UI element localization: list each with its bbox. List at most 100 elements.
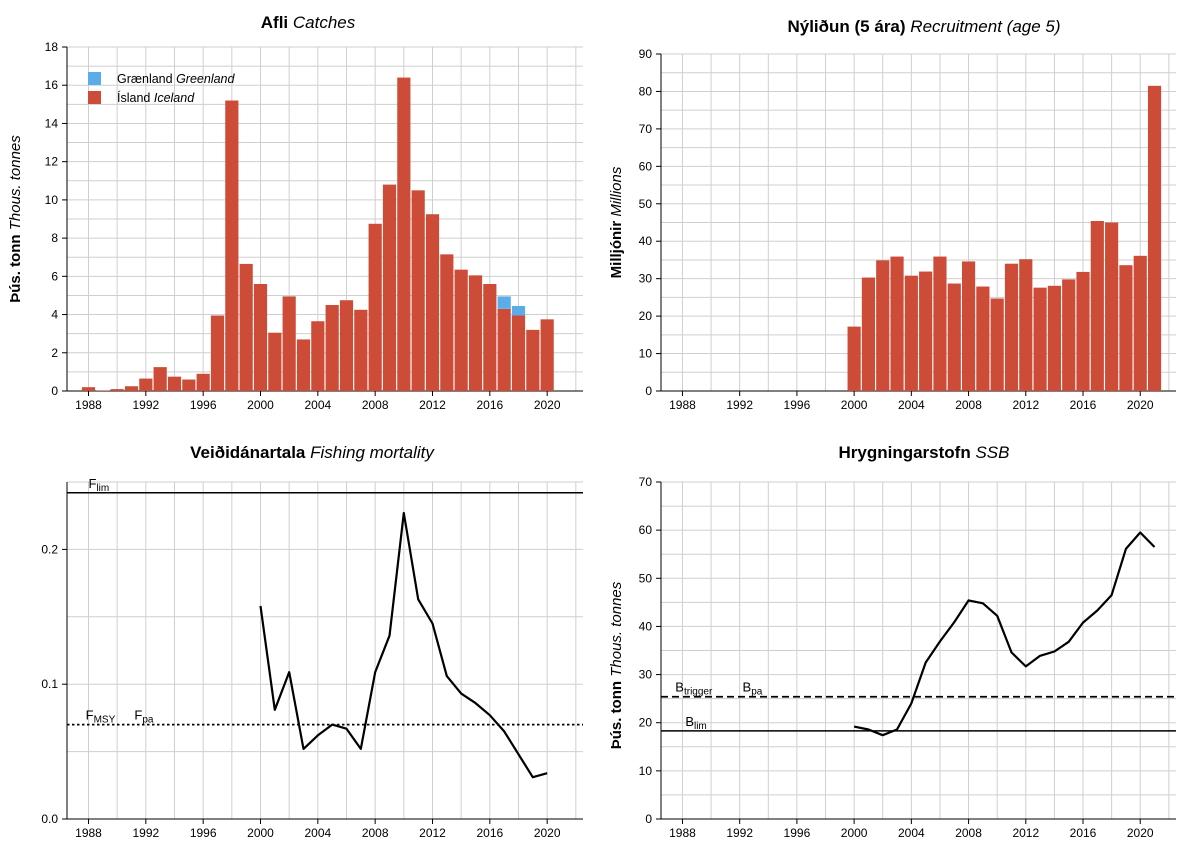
y-tick-label: 0 bbox=[51, 384, 58, 398]
x-tick-label: 2016 bbox=[476, 826, 503, 840]
x-tick-label: 2000 bbox=[247, 398, 274, 412]
bar-value-2019 bbox=[1119, 265, 1133, 391]
x-axis-ticks: 1988 1992 1996 2000 2004 2008 2012 2016 2020 bbox=[669, 391, 1154, 412]
bar-iceland-2018 bbox=[511, 315, 526, 391]
x-axis-ticks: 1988 1992 1996 2000 2004 2008 2012 2016 2020 bbox=[669, 819, 1154, 840]
bar-greenland-2017 bbox=[497, 296, 511, 309]
bar-iceland-1995 bbox=[182, 379, 196, 391]
bar-iceland-1994 bbox=[167, 376, 182, 391]
x-tick-label: 2008 bbox=[955, 398, 982, 412]
bar-iceland-1998 bbox=[225, 100, 239, 391]
bar-value-2003 bbox=[890, 256, 904, 391]
reference-label-sub: lim bbox=[96, 483, 109, 494]
x-axis-ticks: 1988 1992 1996 2000 2004 2008 2012 2016 2020 bbox=[75, 391, 561, 412]
reference-label-main: B bbox=[675, 680, 684, 695]
bar-greenland-2018 bbox=[511, 305, 526, 316]
y-tick-label: 40 bbox=[639, 619, 653, 633]
bar-value-2012 bbox=[1019, 259, 1033, 391]
reference-label-sub: pa bbox=[142, 715, 154, 726]
y-axis-ticks: 0 2 4 6 8 10 12 14 16 18 bbox=[45, 40, 67, 398]
reference-label-f-msy: FMSY bbox=[86, 708, 116, 726]
bar-value-2015 bbox=[1062, 279, 1076, 391]
x-tick-label: 2008 bbox=[955, 826, 982, 840]
bar-value-2008 bbox=[961, 261, 976, 391]
reference-label-b-pa: Bpa bbox=[743, 680, 763, 698]
bar-value-2004 bbox=[904, 275, 918, 391]
y-axis-label-is: Milljónir bbox=[608, 221, 625, 279]
reference-label-main: B bbox=[743, 680, 752, 695]
legend-label: Ísland Iceland bbox=[117, 90, 195, 105]
legend-label-is: Grænland bbox=[117, 72, 173, 86]
bars bbox=[847, 85, 1162, 392]
bar-iceland-1991 bbox=[124, 386, 139, 391]
series-line bbox=[259, 511, 548, 779]
y-tick-label: 40 bbox=[639, 234, 653, 248]
reference-label-main: B bbox=[685, 714, 694, 729]
bar-iceland-2008 bbox=[368, 223, 382, 391]
bar-value-2007 bbox=[947, 283, 961, 391]
y-axis-label-en: Thous. tonnes bbox=[7, 135, 24, 231]
y-tick-label: 0 bbox=[645, 812, 652, 826]
x-tick-label: 2020 bbox=[1127, 826, 1154, 840]
x-tick-label: 1988 bbox=[669, 398, 696, 412]
y-axis-label-is: Þús. tonn bbox=[7, 234, 24, 302]
y-axis-label-en: Thous. tonnes bbox=[608, 581, 625, 677]
x-tick-label: 1992 bbox=[726, 398, 753, 412]
bar-value-2016 bbox=[1076, 271, 1090, 391]
x-tick-label: 1988 bbox=[75, 398, 102, 412]
chart-title-en: Catches bbox=[293, 13, 356, 32]
bar-value-2005 bbox=[919, 271, 933, 391]
bar-iceland-2006 bbox=[339, 300, 354, 391]
y-tick-label: 20 bbox=[639, 309, 653, 323]
y-tick-label: 0 bbox=[645, 384, 652, 398]
bar-value-2017 bbox=[1090, 221, 1104, 391]
legend-label: Grænland Greenland bbox=[117, 72, 236, 86]
reference-label-b-trigger: Btrigger bbox=[675, 680, 713, 698]
chart-title-is: Nýliðun (5 ára) bbox=[787, 17, 905, 36]
x-tick-label: 1996 bbox=[784, 826, 811, 840]
x-tick-label: 1992 bbox=[132, 826, 159, 840]
chart-title-en: Fishing mortality bbox=[310, 443, 435, 462]
bar-iceland-2017 bbox=[497, 308, 511, 391]
chart-title: Hrygningarstofn SSB bbox=[839, 443, 1010, 462]
x-tick-label: 2008 bbox=[362, 826, 389, 840]
y-tick-label: 4 bbox=[51, 308, 58, 322]
legend-swatch bbox=[88, 91, 101, 104]
legend-swatch bbox=[88, 72, 101, 85]
chart-ssb: Hrygningarstofn SSB 1988 1992 1996 2000 2004 2… bbox=[608, 443, 1176, 840]
bar-iceland-2009 bbox=[382, 184, 397, 391]
bar-value-2002 bbox=[876, 260, 890, 391]
x-tick-label: 1988 bbox=[75, 826, 102, 840]
bar-iceland-2011 bbox=[411, 190, 425, 391]
bar-iceland-2016 bbox=[483, 283, 497, 391]
y-tick-label: 16 bbox=[45, 78, 59, 92]
bar-iceland-2000 bbox=[253, 283, 268, 391]
x-tick-label: 1992 bbox=[132, 398, 159, 412]
reference-label-sub: pa bbox=[751, 687, 763, 698]
bar-value-2010 bbox=[990, 298, 1004, 391]
bar-value-2001 bbox=[861, 277, 876, 391]
y-axis-label: Þús. tonn Thous. tonnes bbox=[7, 135, 24, 303]
bar-iceland-2010 bbox=[397, 77, 411, 392]
chart-title-is: Afli bbox=[261, 13, 288, 32]
chart-title: Veiðidánartala Fishing mortality bbox=[190, 443, 435, 462]
x-tick-label: 2020 bbox=[534, 398, 561, 412]
reference-label-sub: lim bbox=[694, 721, 707, 732]
y-tick-label: 20 bbox=[639, 716, 653, 730]
bar-iceland-2020 bbox=[540, 319, 554, 391]
reference-label-sub: trigger bbox=[684, 687, 713, 698]
bar-iceland-1997 bbox=[210, 315, 225, 391]
y-axis-label-en: Millions bbox=[608, 166, 625, 217]
bar-value-2020 bbox=[1133, 255, 1147, 391]
grid bbox=[661, 481, 1176, 820]
x-tick-label: 2016 bbox=[1070, 398, 1097, 412]
x-tick-label: 1996 bbox=[190, 826, 217, 840]
y-tick-label: 10 bbox=[639, 764, 653, 778]
bar-value-2021 bbox=[1147, 85, 1162, 392]
bar-value-2009 bbox=[976, 286, 990, 391]
bar-iceland-2002 bbox=[282, 296, 296, 391]
reference-label-b-lim: Blim bbox=[685, 714, 706, 732]
